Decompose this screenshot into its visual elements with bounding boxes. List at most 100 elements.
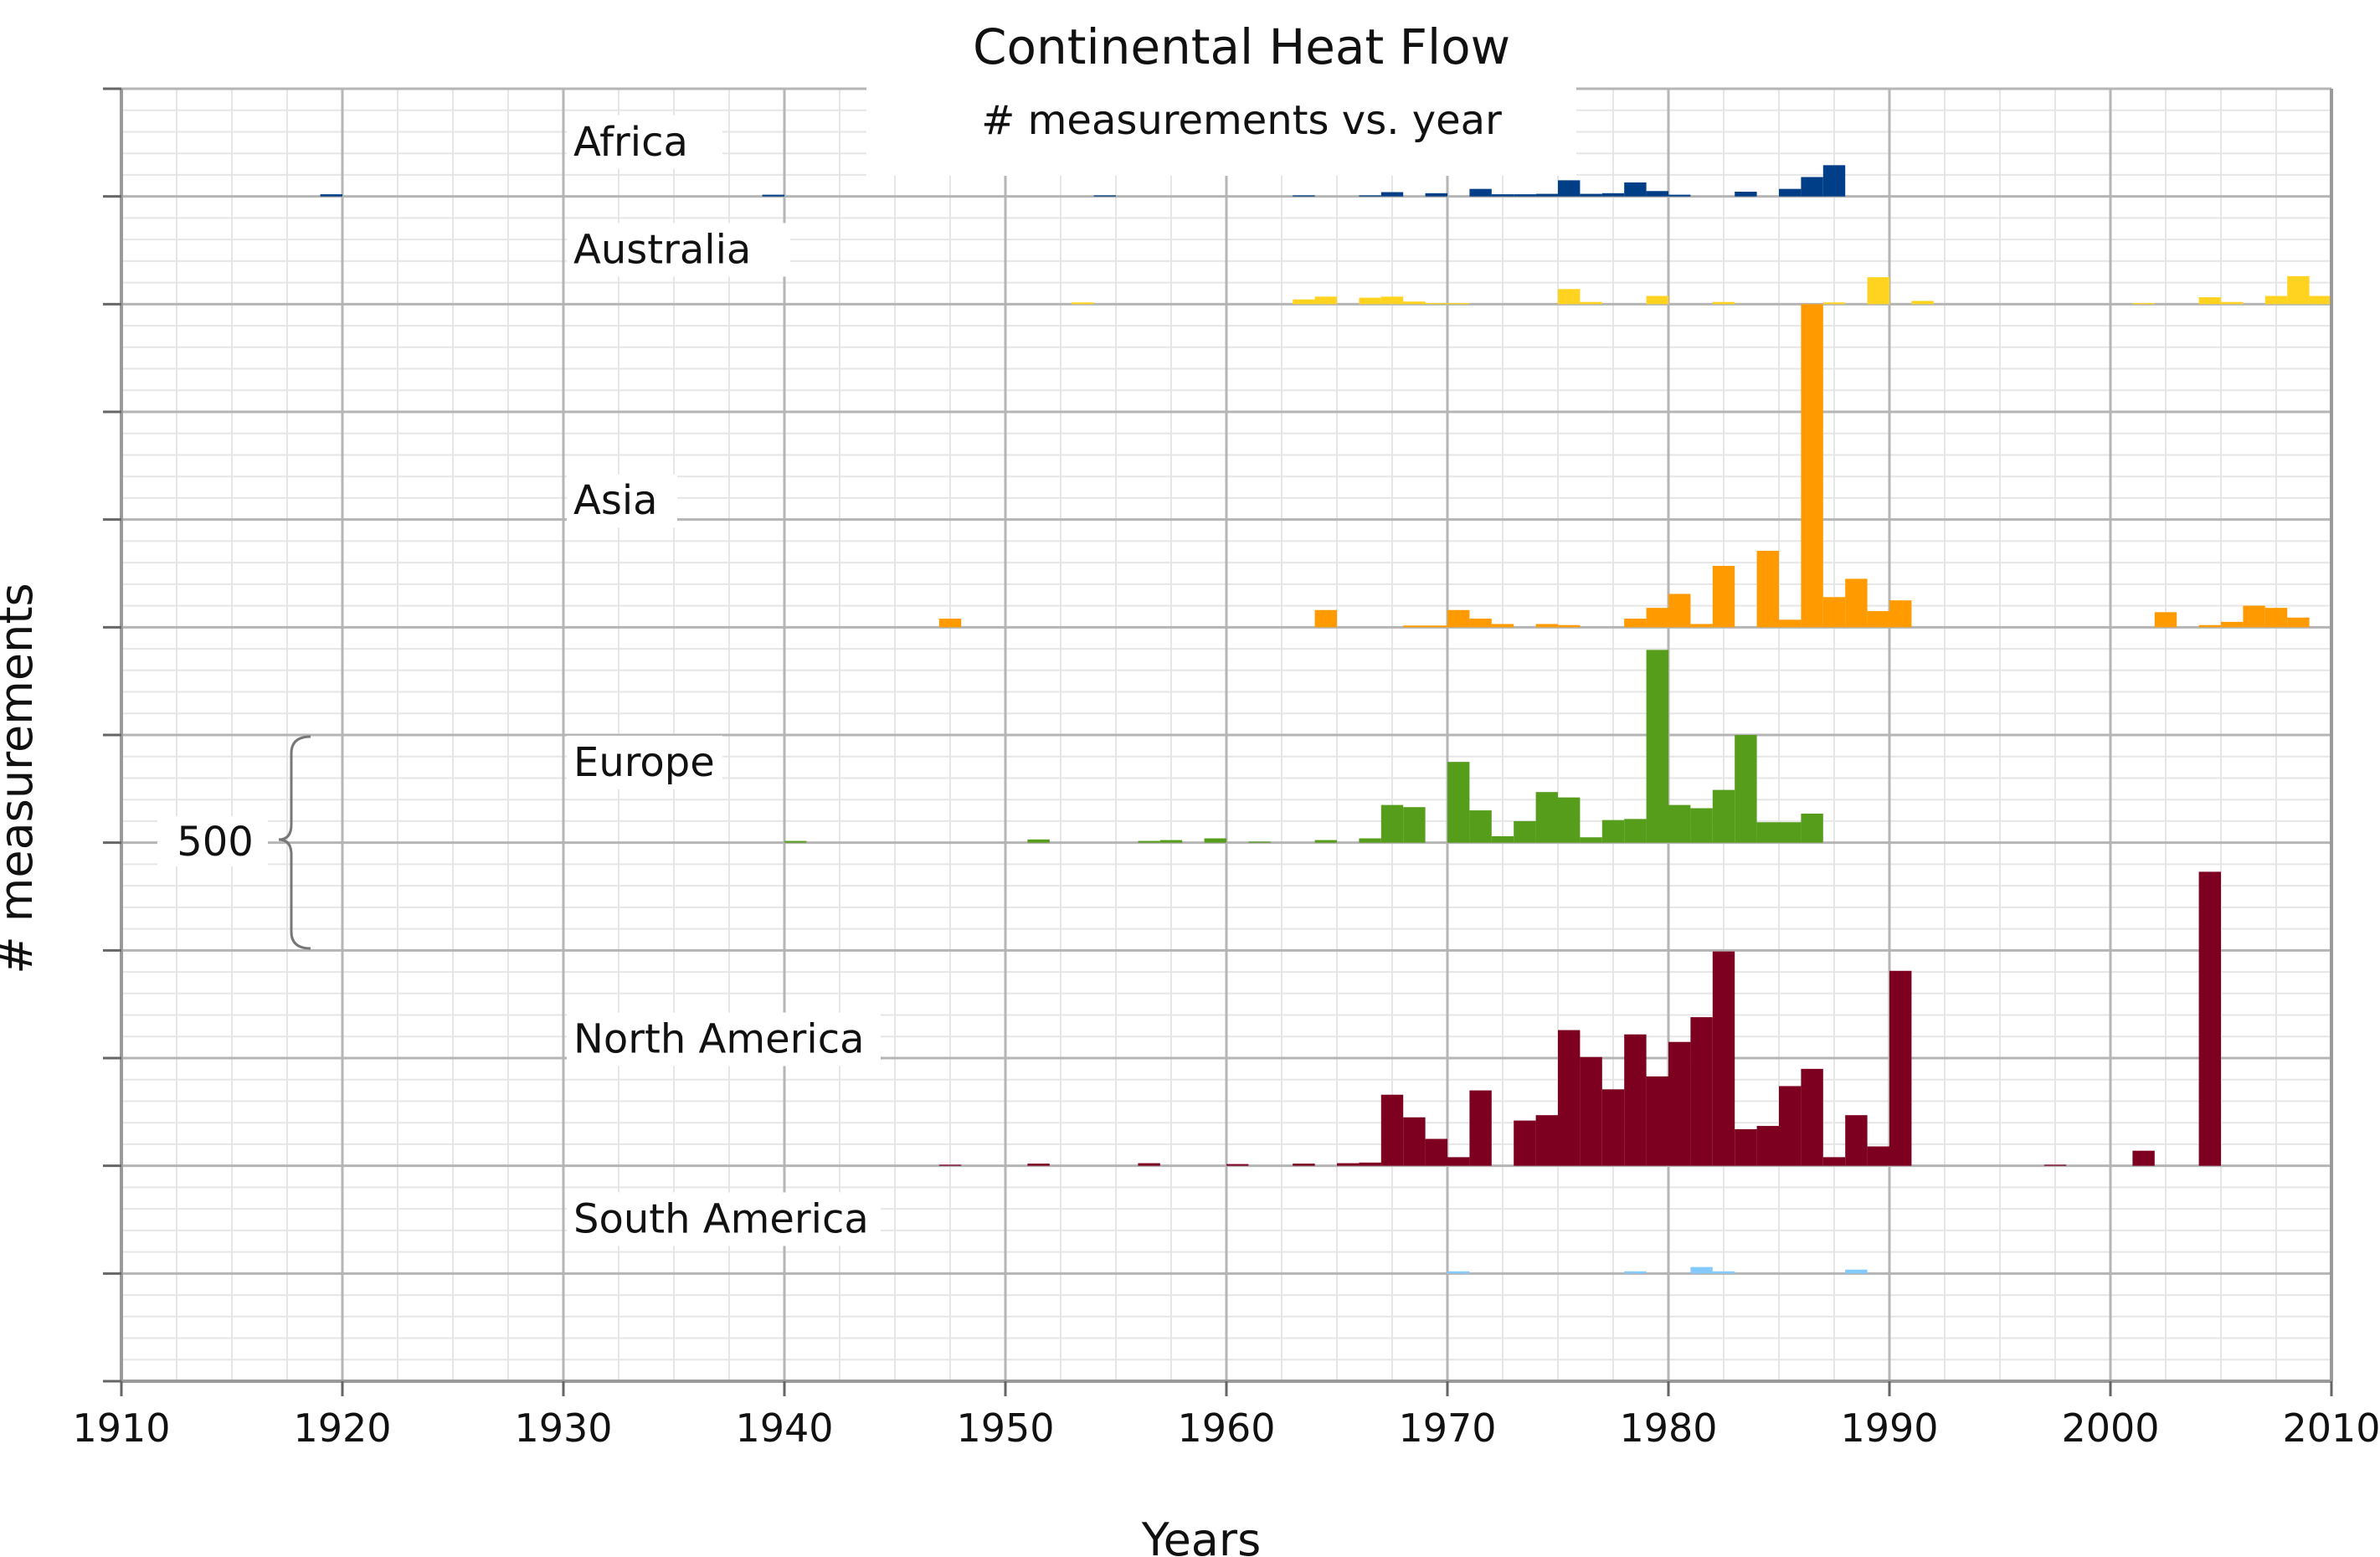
africa-bar: [1735, 192, 1757, 197]
australia-bar: [2198, 297, 2221, 305]
chart-subtitle: # measurements vs. year: [981, 97, 1502, 144]
africa-bar: [1779, 188, 1802, 197]
x-tick-label: 2010: [2282, 1405, 2380, 1451]
south-america-bar: [1447, 1271, 1470, 1274]
europe-bar: [1138, 840, 1160, 843]
north-america-bar: [1668, 1041, 1691, 1166]
chart-title: Continental Heat Flow: [973, 18, 1510, 75]
north-america-bar: [1735, 1128, 1757, 1166]
africa-bar: [1822, 165, 1846, 197]
africa-bar: [1093, 195, 1116, 197]
south-america-bar: [1624, 1271, 1647, 1274]
x-axis-ticks: 1910 1920 1930 1940 1950 1960 1970 1980 1990 2000…: [72, 1381, 2380, 1451]
asia-bar: [1558, 624, 1581, 628]
x-tick-label: 1950: [956, 1405, 1054, 1451]
europe-bar: [1580, 837, 1602, 843]
north-america-bar: [1447, 1157, 1470, 1166]
asia-bar: [2287, 617, 2310, 628]
africa-bar: [320, 194, 342, 197]
europe-bar: [1380, 804, 1404, 843]
north-america-bar: [1403, 1117, 1426, 1166]
australia-bar: [1712, 301, 1735, 305]
australia-bar: [1293, 299, 1315, 305]
asia-bar: [1624, 619, 1647, 628]
australia-bar: [1580, 301, 1602, 305]
europe-bar: [1359, 838, 1381, 843]
y-axis-ticks: [103, 87, 121, 1383]
europe-label: Europe: [573, 739, 715, 786]
x-tick-label: 1970: [1398, 1405, 1496, 1451]
x-tick-label: 2000: [2061, 1405, 2159, 1451]
x-tick-label: 1960: [1177, 1405, 1275, 1451]
asia-bar: [1756, 550, 1779, 628]
north-america-bar: [1425, 1138, 1447, 1166]
region-labels: Africa Australia Asia Europe North America So…: [567, 115, 881, 1246]
europe-bar: [1027, 839, 1050, 843]
north-america-bar: [1646, 1076, 1668, 1166]
north-america-bar: [938, 1164, 962, 1166]
australia-bar: [1380, 296, 1404, 305]
asia-bar: [1867, 611, 1889, 628]
y-axis-title: # measurements: [0, 583, 43, 974]
australia-bar: [2264, 295, 2288, 305]
africa-bar: [1801, 177, 1823, 197]
europe-bar: [1204, 838, 1226, 843]
north-america-bar: [1293, 1164, 1315, 1166]
north-america-bar: [1380, 1094, 1404, 1166]
europe-bar: [1646, 650, 1668, 843]
x-tick-label: 1990: [1840, 1405, 1938, 1451]
north-america-bar: [1558, 1030, 1581, 1166]
africa-bar: [1469, 188, 1492, 197]
australia-bar: [2309, 295, 2331, 305]
australia-bar: [1646, 295, 1668, 305]
europe-bar: [1690, 808, 1713, 843]
north-america-bar: [2132, 1150, 2155, 1166]
south-america-label-background: [567, 1192, 881, 1246]
asia-bar: [1469, 619, 1492, 628]
europe-label-background: [567, 735, 722, 789]
europe-bar: [1601, 820, 1625, 843]
north-america-bar: [1756, 1126, 1779, 1166]
north-america-bar: [1469, 1090, 1492, 1166]
europe-bar: [1314, 840, 1337, 843]
africa-bar: [1668, 194, 1691, 197]
europe-bar: [1668, 804, 1691, 843]
title-background: [866, 17, 1576, 176]
north-america-label: North America: [573, 1016, 865, 1063]
europe-bar: [1447, 762, 1470, 843]
europe-bar: [1735, 735, 1757, 843]
australia-bar: [2132, 303, 2155, 305]
australia-bar: [1911, 301, 1934, 305]
africa-bar: [1380, 192, 1404, 197]
asia-bar: [1779, 619, 1802, 628]
europe-bar: [1801, 813, 1823, 843]
north-america-bar: [1801, 1068, 1823, 1166]
europe-bar: [1403, 807, 1426, 843]
south-america-bar: [1845, 1269, 1868, 1274]
australia-bar: [1867, 277, 1889, 305]
north-america-bar: [1027, 1164, 1050, 1166]
north-america-bar: [2043, 1164, 2067, 1166]
africa-bar: [1580, 193, 1602, 197]
north-america-bar: [1889, 970, 1912, 1166]
africa-label-background: [567, 115, 722, 169]
asia-bar: [938, 619, 962, 628]
australia-label-background: [567, 223, 790, 277]
north-america-bar: [1845, 1115, 1868, 1166]
australia-bar: [1447, 303, 1470, 305]
europe-bar: [1159, 840, 1183, 843]
asia-bar: [2221, 621, 2244, 628]
x-tick-label: 1930: [514, 1405, 612, 1451]
europe-bar: [1514, 820, 1536, 843]
africa-bar: [1624, 182, 1647, 197]
x-tick-label: 1940: [735, 1405, 833, 1451]
asia-bar: [1447, 609, 1470, 628]
north-america-bar: [1779, 1086, 1802, 1166]
australia-bar: [1425, 303, 1447, 305]
asia-bar: [1712, 565, 1735, 628]
europe-bar: [1491, 835, 1514, 843]
north-america-bar: [1226, 1164, 1249, 1166]
asia-label-background: [567, 474, 677, 528]
africa-bar: [1535, 193, 1558, 197]
